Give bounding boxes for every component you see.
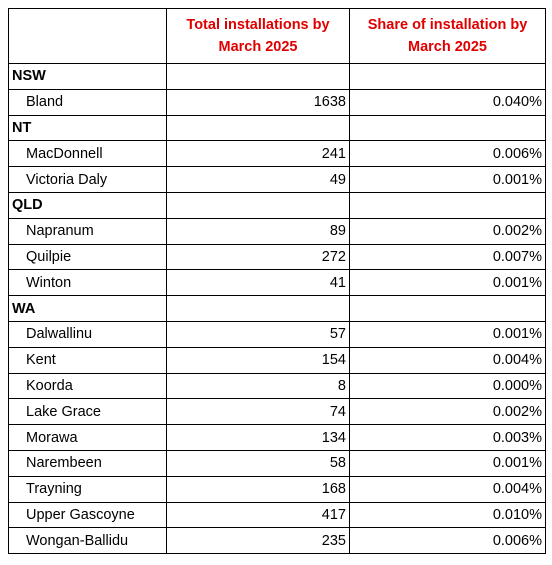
data-row: Narembeen 58 0.001% (8, 449, 546, 477)
total-cell: 417 (166, 501, 350, 529)
header-cell: Share of installation by March 2025 (349, 8, 546, 64)
data-row: MacDonnell 241 0.006% (8, 140, 546, 168)
total-cell: 154 (166, 346, 350, 374)
data-row: Upper Gascoyne 417 0.010% (8, 501, 546, 529)
total-cell: 57 (166, 320, 350, 348)
share-cell: 0.001% (349, 320, 546, 348)
share-cell: 0.001% (349, 269, 546, 297)
share-cell: 0.004% (349, 346, 546, 374)
region-name: Koorda (8, 372, 167, 400)
empty-cell (166, 63, 350, 90)
region-name: Upper Gascoyne (8, 501, 167, 529)
data-row: Koorda 8 0.000% (8, 372, 546, 400)
total-cell: 49 (166, 166, 350, 193)
total-cell: 41 (166, 269, 350, 297)
region-name: Narembeen (8, 449, 167, 477)
region-name: Lake Grace (8, 398, 167, 426)
data-row: Napranum 89 0.002% (8, 217, 546, 245)
share-cell: 0.004% (349, 475, 546, 503)
group-row: NT (8, 114, 546, 142)
group-name: WA (8, 295, 167, 322)
data-row: Kent 154 0.004% (8, 346, 546, 374)
region-name: Napranum (8, 217, 167, 245)
data-row: Wongan-Ballidu 235 0.006% (8, 527, 546, 555)
region-name: Quilpie (8, 243, 167, 271)
share-cell: 0.002% (349, 398, 546, 426)
empty-cell (166, 114, 350, 142)
group-row: QLD (8, 191, 546, 219)
share-cell: 0.007% (349, 243, 546, 271)
total-cell: 8 (166, 372, 350, 400)
region-name: Winton (8, 269, 167, 297)
empty-cell (349, 114, 546, 142)
empty-cell (166, 295, 350, 322)
share-cell: 0.010% (349, 501, 546, 529)
region-name: Bland (8, 88, 167, 116)
total-cell: 235 (166, 527, 350, 555)
total-cell: 58 (166, 449, 350, 477)
total-cell: 89 (166, 217, 350, 245)
share-cell: 0.001% (349, 449, 546, 477)
group-row: WA (8, 295, 546, 322)
data-row: Winton 41 0.001% (8, 269, 546, 297)
empty-cell (349, 295, 546, 322)
region-name: Kent (8, 346, 167, 374)
empty-cell (349, 63, 546, 90)
empty-cell (166, 191, 350, 219)
header-cell: Total installations by March 2025 (166, 8, 350, 64)
data-row: Dalwallinu 57 0.001% (8, 320, 546, 348)
group-name: NSW (8, 63, 167, 90)
share-cell: 0.002% (349, 217, 546, 245)
total-cell: 1638 (166, 88, 350, 116)
empty-cell (349, 191, 546, 219)
data-row: Bland 1638 0.040% (8, 88, 546, 116)
installations-table: Total installations by March 2025 Share … (8, 8, 546, 555)
region-name: Morawa (8, 424, 167, 451)
group-row: NSW (8, 63, 546, 90)
total-cell: 272 (166, 243, 350, 271)
total-cell: 134 (166, 424, 350, 451)
share-cell: 0.040% (349, 88, 546, 116)
share-cell: 0.006% (349, 140, 546, 168)
share-cell: 0.006% (349, 527, 546, 555)
region-name: Wongan-Ballidu (8, 527, 167, 555)
group-name: NT (8, 114, 167, 142)
region-name: Dalwallinu (8, 320, 167, 348)
region-name: Trayning (8, 475, 167, 503)
total-cell: 74 (166, 398, 350, 426)
region-name: MacDonnell (8, 140, 167, 168)
data-row: Quilpie 272 0.007% (8, 243, 546, 271)
share-cell: 0.003% (349, 424, 546, 451)
header-blank (8, 8, 167, 64)
share-cell: 0.000% (349, 372, 546, 400)
header-row: Total installations by March 2025 Share … (8, 8, 546, 64)
total-cell: 241 (166, 140, 350, 168)
table-body: NSW Bland 1638 0.040% NT MacDonnell 241 0.006% V… (8, 63, 546, 555)
region-name: Victoria Daly (8, 166, 167, 193)
data-row: Trayning 168 0.004% (8, 475, 546, 503)
data-row: Lake Grace 74 0.002% (8, 398, 546, 426)
data-row: Morawa 134 0.003% (8, 424, 546, 451)
group-name: QLD (8, 191, 167, 219)
total-cell: 168 (166, 475, 350, 503)
data-row: Victoria Daly 49 0.001% (8, 166, 546, 193)
share-cell: 0.001% (349, 166, 546, 193)
